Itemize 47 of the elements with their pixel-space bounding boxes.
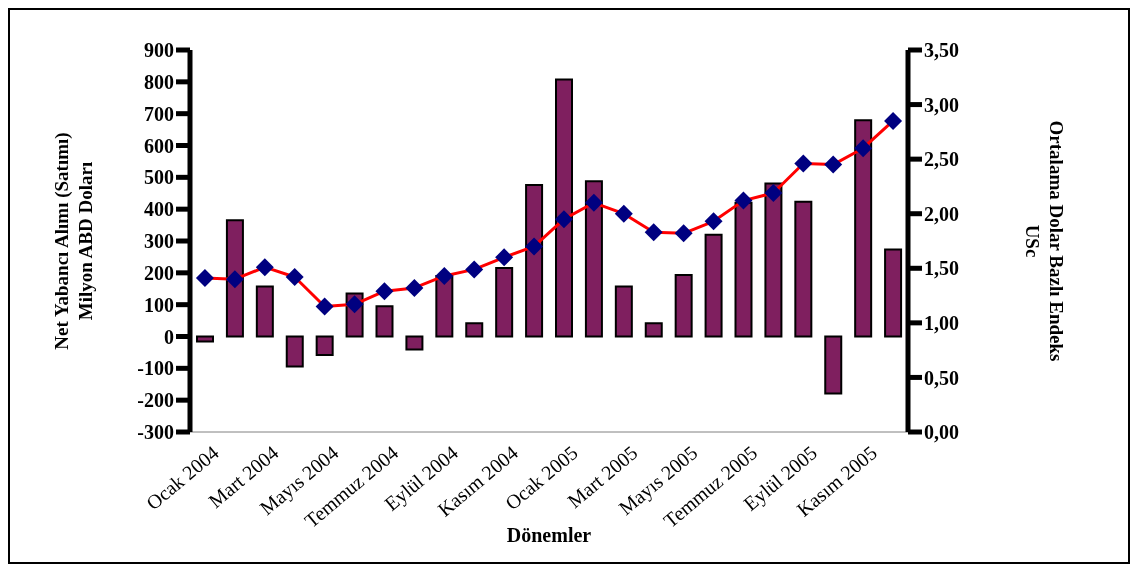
bar [794,200,813,338]
y2-axis-title: Ortalama Dolar Bazlı Endeks USc [1022,120,1067,362]
y-tick-label: 200 [144,261,174,284]
y2-tick-label: 0,00 [924,421,959,444]
y-tick-label: -200 [137,389,174,412]
y2-tick-label: 3,00 [924,93,959,116]
bar [375,305,394,338]
bar [285,335,304,368]
bar [704,233,723,338]
y-tick-label: 900 [144,39,174,62]
bar [465,322,484,338]
y-tick-label: 700 [144,102,174,125]
y-tick-label: 800 [144,70,174,93]
bar [824,335,843,395]
bar [196,335,214,343]
bar [555,78,573,338]
y-tick-label: 500 [144,166,174,189]
y2-tick-label: 1,00 [924,311,959,334]
y-axis-title: Net Yabancı Alımı (Satımı) Milyon ABD Doları [51,132,96,350]
bar [734,201,753,338]
y2-tick-label: 0,50 [924,366,959,389]
y-tick-label: 400 [144,198,174,221]
y-tick-label: 0 [164,325,174,348]
bar [495,267,514,338]
bar [884,248,903,338]
y-tick-label: -100 [137,357,174,380]
y-tick-label: 300 [144,230,174,253]
bar [405,335,424,351]
y2-tick-label: 2,00 [924,202,959,225]
y2-tick-label: 3,50 [924,39,959,62]
bar [674,274,693,338]
bar [315,335,334,356]
y-tick-label: 100 [144,293,174,316]
y-tick-label: -300 [137,421,174,444]
y2-tick-label: 2,50 [924,148,959,171]
bar [525,183,544,338]
bar [854,119,873,338]
bar [614,285,633,338]
y-tick-label: 600 [144,134,174,157]
bar [255,285,274,338]
x-axis-title: Dönemler [506,524,592,546]
bar [764,182,783,338]
y2-tick-label: 1,50 [924,257,959,280]
bar [435,275,454,338]
bar [225,219,244,338]
bar [584,180,603,338]
bar [644,322,663,338]
